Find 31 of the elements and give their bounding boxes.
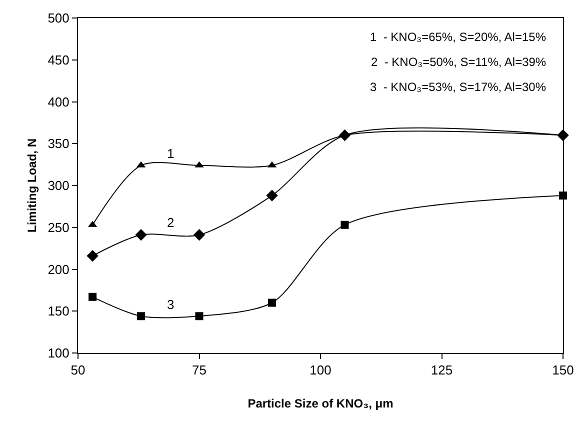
y-tick-label: 450 [48, 52, 70, 68]
annotation: 3 - KNO₃=53%, S=17%, Al=30% [370, 80, 546, 94]
x-tick-label: 150 [552, 362, 574, 378]
annotation: 2 - KNO₃=50%, S=11%, Al=39% [371, 55, 546, 69]
point [88, 292, 97, 301]
y-axis-title: Limiting Load, N [24, 138, 39, 232]
point [86, 250, 98, 262]
point [340, 220, 349, 229]
point [195, 312, 204, 320]
point [137, 312, 146, 320]
x-tick-label: 100 [310, 362, 332, 378]
point [266, 190, 278, 202]
x-tick-label: 50 [70, 362, 86, 378]
annotation: 1 - KNO₃=65%, S=20%, Al=15% [370, 30, 546, 44]
y-tick-label: 400 [48, 94, 70, 110]
x-axis-title: Particle Size of KNO₃, μm [248, 396, 394, 410]
series-label: 2 [167, 215, 174, 230]
y-tick-label: 100 [48, 346, 70, 361]
series-label: 3 [167, 297, 174, 312]
y-tick-label: 300 [48, 178, 70, 194]
point [135, 229, 147, 241]
point [193, 229, 206, 241]
y-tick-label: 150 [48, 304, 70, 319]
series-label: 1 [167, 146, 174, 161]
y-tick-label: 250 [48, 220, 70, 235]
y-tick-label: 200 [48, 262, 70, 277]
x-tick-label: 125 [430, 362, 453, 378]
y-tick-label: 500 [48, 10, 70, 26]
y-tick-label: 350 [48, 136, 70, 152]
point [268, 298, 276, 307]
x-tick-label: 75 [192, 362, 206, 378]
